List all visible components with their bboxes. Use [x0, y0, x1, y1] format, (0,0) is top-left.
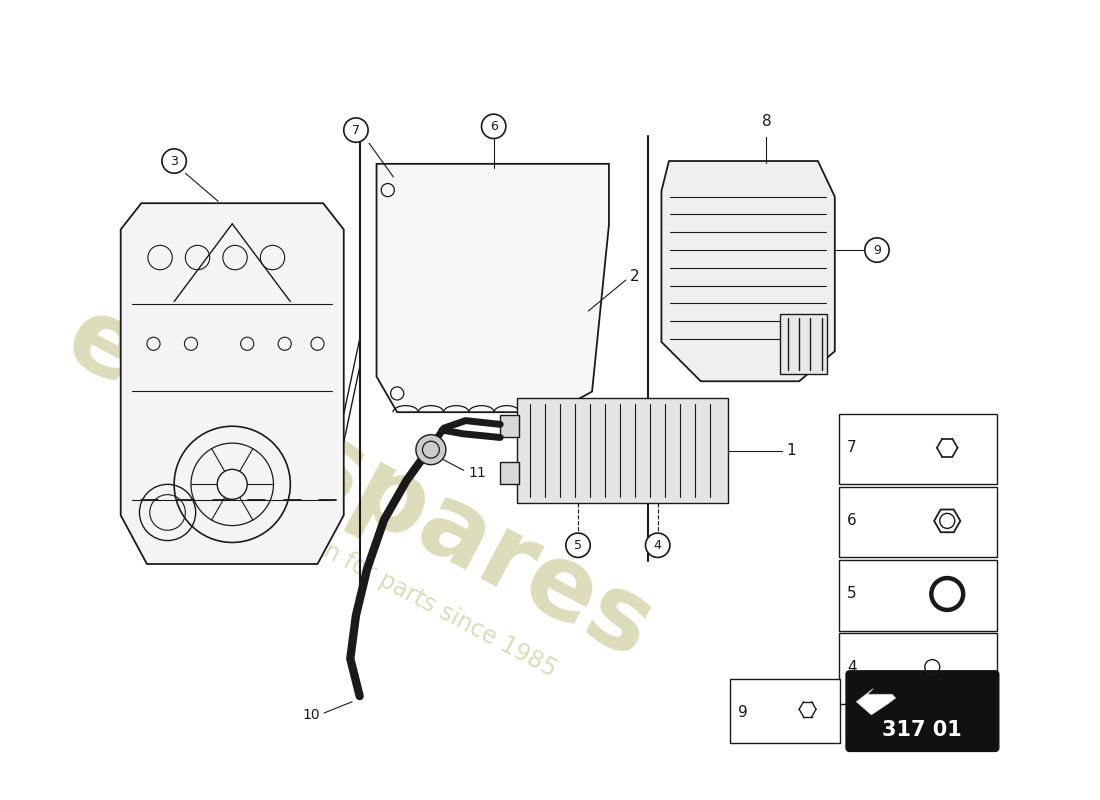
Text: eurospares: eurospares [50, 287, 670, 682]
Bar [839, 634, 997, 704]
Polygon shape [376, 164, 609, 412]
Text: 9: 9 [873, 243, 881, 257]
Bar [500, 415, 519, 438]
Text: 317 01: 317 01 [882, 720, 961, 740]
Circle shape [416, 434, 446, 465]
Bar [500, 462, 519, 484]
Bar [839, 487, 997, 558]
FancyBboxPatch shape [846, 671, 999, 751]
Text: 6: 6 [847, 514, 857, 528]
Text: 9: 9 [738, 705, 748, 719]
Text: 10: 10 [302, 708, 320, 722]
Text: 5: 5 [574, 538, 582, 552]
Text: 1: 1 [786, 443, 795, 458]
Circle shape [482, 114, 506, 138]
Circle shape [343, 118, 368, 142]
Text: 6: 6 [490, 120, 497, 133]
Bar [839, 414, 997, 484]
Polygon shape [856, 689, 895, 715]
Text: 5: 5 [847, 586, 857, 602]
Bar [839, 560, 997, 630]
Circle shape [646, 533, 670, 558]
Polygon shape [121, 203, 343, 564]
Text: 11: 11 [469, 466, 486, 480]
Bar [729, 679, 840, 743]
Circle shape [565, 533, 591, 558]
Text: 3: 3 [170, 154, 178, 167]
Text: a passion for parts since 1985: a passion for parts since 1985 [234, 493, 561, 682]
Text: 4: 4 [847, 659, 857, 674]
Text: 7: 7 [847, 440, 857, 455]
Bar [780, 314, 827, 374]
Text: 2: 2 [629, 269, 639, 284]
Text: 7: 7 [352, 124, 360, 137]
Text: 4: 4 [653, 538, 661, 552]
Bar [517, 398, 728, 503]
Polygon shape [661, 161, 835, 382]
Circle shape [865, 238, 889, 262]
Text: 8: 8 [761, 114, 771, 129]
Circle shape [162, 149, 186, 174]
